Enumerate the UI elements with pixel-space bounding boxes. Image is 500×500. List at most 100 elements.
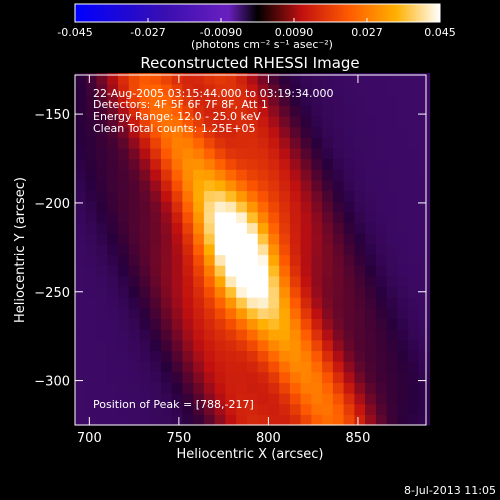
heatmap-cell [418, 329, 431, 341]
heatmap-cell [311, 339, 323, 351]
heatmap-cell [418, 83, 431, 96]
heatmap-cell [139, 243, 151, 256]
colorbar-tick-label: -0.0090 [200, 26, 242, 39]
heatmap-cell [268, 265, 280, 277]
heatmap-cell [365, 233, 377, 245]
heatmap-cell [182, 361, 194, 373]
heatmap-cell [246, 115, 259, 128]
heatmap-cell [322, 382, 334, 394]
heatmap-cell [225, 243, 237, 256]
heatmap-cell [311, 126, 323, 138]
heatmap-cell [418, 403, 431, 415]
heatmap-cell [397, 318, 409, 330]
heatmap-cell [375, 233, 388, 245]
heatmap-cell [311, 275, 323, 288]
heatmap-cell [386, 222, 398, 234]
heatmap-cell [397, 297, 409, 309]
heatmap-cell [354, 265, 366, 277]
heatmap-cell [311, 307, 323, 319]
heatmap-cell [203, 339, 216, 351]
heatmap-cell [300, 179, 312, 192]
heatmap-cell [182, 115, 194, 128]
heatmap-cell [257, 169, 269, 181]
heatmap-cell [354, 318, 366, 330]
heatmap-cell [375, 126, 388, 138]
heatmap-cell [408, 94, 420, 106]
heatmap-cell [354, 414, 366, 426]
heatmap-cell [107, 254, 119, 266]
heatmap-cell [150, 275, 162, 288]
heatmap-cell [171, 73, 183, 85]
heatmap-cell [397, 211, 409, 224]
heatmap-cell [332, 414, 345, 426]
heatmap-cell [343, 169, 355, 181]
heatmap-cell [343, 371, 355, 383]
heatmap-cell [161, 83, 173, 96]
heatmap-cell [118, 318, 130, 330]
heatmap-cell [397, 371, 409, 383]
heatmap-cell [257, 275, 269, 288]
heatmap-cell [257, 243, 269, 256]
heatmap-cell [311, 211, 323, 224]
heatmap-cell [365, 169, 377, 181]
heatmap-cell [268, 158, 280, 170]
heatmap-cell [85, 222, 97, 234]
heatmap-cell [128, 137, 140, 149]
heatmap-cell [311, 233, 323, 245]
heatmap-cell [257, 286, 269, 298]
heatmap-cell [150, 254, 162, 266]
heatmap-cell [289, 286, 302, 298]
heatmap-cell [96, 414, 108, 426]
heatmap-cell [311, 382, 323, 394]
heatmap-cell [193, 105, 205, 117]
heatmap-cell [182, 243, 194, 256]
heatmap-cell [96, 222, 108, 234]
heatmap-cell [225, 179, 237, 192]
heatmap-cell [236, 275, 248, 288]
heatmap-cell [418, 126, 431, 138]
heatmap-cell [171, 403, 183, 415]
heatmap-cell [408, 243, 420, 256]
heatmap-cell [193, 147, 205, 160]
heatmap-cell [365, 179, 377, 192]
heatmap-cell [128, 297, 140, 309]
heatmap-cell [418, 169, 431, 181]
heatmap-cell [139, 73, 151, 85]
heatmap-cell [397, 361, 409, 373]
heatmap-cell [343, 307, 355, 319]
x-tick-label: 750 [166, 431, 191, 446]
heatmap-cell [128, 126, 140, 138]
heatmap-cell [171, 190, 183, 202]
heatmap-cell [193, 307, 205, 319]
heatmap-cell [397, 179, 409, 192]
heatmap-cell [182, 83, 194, 96]
heatmap-cell [139, 297, 151, 309]
heatmap-cell [128, 233, 140, 245]
heatmap-cell [408, 222, 420, 234]
heatmap-cell [150, 414, 162, 426]
heatmap-cell [386, 94, 398, 106]
heatmap-cell [257, 403, 269, 415]
heatmap-cell [139, 233, 151, 245]
annotation-block: 22-Aug-2005 03:15:44.000 to 03:19:34.000… [93, 87, 334, 135]
heatmap-cell [289, 105, 302, 117]
heatmap-cell [279, 361, 291, 373]
heatmap-cell [96, 297, 108, 309]
heatmap-cell [257, 297, 269, 309]
heatmap-cell [322, 414, 334, 426]
heatmap-cell [279, 286, 291, 298]
heatmap-cell [375, 169, 388, 181]
heatmap-cell [128, 361, 140, 373]
heatmap-cell [365, 83, 377, 96]
heatmap-cell [300, 105, 312, 117]
heatmap-cell [150, 169, 162, 181]
heatmap-cell [214, 211, 226, 224]
heatmap-cell [322, 73, 334, 85]
heatmap-cell [246, 371, 259, 383]
heatmap-cell [75, 126, 87, 138]
heatmap-cell [311, 243, 323, 256]
heatmap-cell [279, 126, 291, 138]
heatmap-cell [246, 179, 259, 192]
heatmap-cell [225, 403, 237, 415]
heatmap-cell [386, 137, 398, 149]
